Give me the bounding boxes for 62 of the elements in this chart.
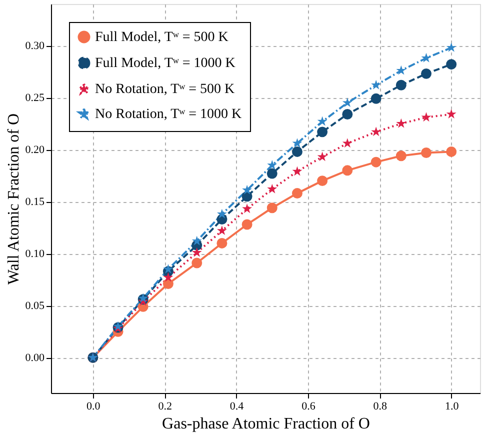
point [446,146,457,157]
point [266,202,278,214]
legend-label: Full Model, Tʷ = 1000 K [95,56,236,71]
point [371,126,382,136]
x-tick-label: 0.2 [158,400,172,412]
point [446,42,456,52]
point [242,184,252,194]
point [342,138,352,148]
legend-label: No Rotation, Tʷ = 500 K [95,82,235,97]
point [396,118,406,128]
point [342,165,353,176]
point [446,109,456,118]
y-tick-label: 0.10 [25,248,45,260]
legend-label: Full Model, Tʷ = 500 K [95,30,228,45]
point [192,247,202,257]
point [342,98,352,108]
y-tick-label: 0.30 [25,40,45,52]
point [292,138,302,148]
point [420,68,432,79]
x-tick-label: 1.0 [444,400,460,412]
point [317,116,328,126]
point [267,160,278,170]
point [266,168,278,179]
point [396,65,406,75]
point [242,219,252,230]
point [216,238,228,248]
x-tick-label: 0.6 [302,400,316,412]
point [370,93,382,104]
point [292,188,302,199]
point [446,59,457,70]
y-axis-title: Wall Atomic Fraction of O [5,113,22,285]
y-tick-label: 0.15 [25,196,45,208]
point [216,208,227,218]
point [371,80,382,90]
point [292,146,302,157]
point [216,226,227,235]
x-tick-label: 0.8 [373,400,388,412]
point [192,236,202,246]
point [163,264,174,274]
point [421,112,432,122]
point [370,156,382,168]
point [292,166,302,176]
point [420,148,432,158]
y-tick-label: 0.25 [25,92,45,104]
point [317,176,328,186]
x-tick-label: 0.4 [230,400,244,412]
x-tick-label: 0.0 [86,400,101,412]
point [317,126,328,138]
point [242,204,252,214]
y-tick-label: 0.05 [25,300,45,312]
legend-label: No Rotation, Tʷ = 1000 K [95,107,242,122]
y-tick-label: 0.00 [25,352,45,364]
x-axis-title: Gas-phase Atomic Fraction of O [162,416,370,432]
y-tick-label: 0.20 [25,144,45,156]
point [163,272,174,282]
point [267,184,278,194]
point [396,80,406,90]
point [396,150,406,162]
point [421,52,432,62]
point [342,109,353,120]
point [192,258,202,268]
point [317,152,328,162]
